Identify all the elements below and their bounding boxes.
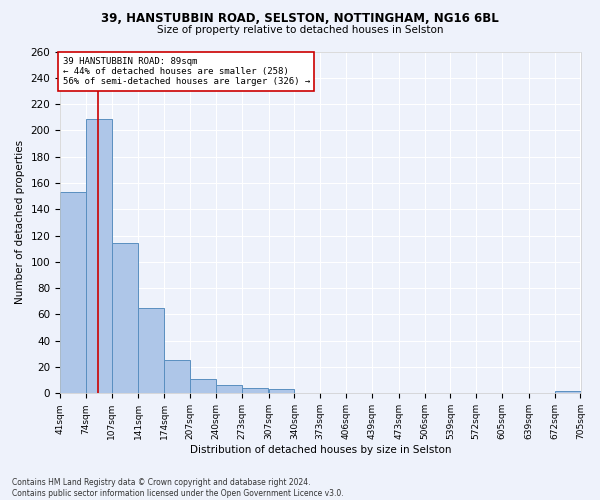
X-axis label: Distribution of detached houses by size in Selston: Distribution of detached houses by size … (190, 445, 451, 455)
Bar (86, 118, 112, 394)
Text: 39, HANSTUBBIN ROAD, SELSTON, NOTTINGHAM, NG16 6BL: 39, HANSTUBBIN ROAD, SELSTON, NOTTINGHAM… (101, 12, 499, 26)
Bar (554, 390, 581, 394)
Bar (242, 388, 268, 394)
Bar (269, 390, 295, 394)
Bar (60, 192, 86, 394)
Text: 39 HANSTUBBIN ROAD: 89sqm
← 44% of detached houses are smaller (258)
56% of semi: 39 HANSTUBBIN ROAD: 89sqm ← 44% of detac… (62, 56, 310, 86)
Y-axis label: Number of detached properties: Number of detached properties (15, 140, 25, 304)
Bar (139, 308, 164, 394)
Text: Size of property relative to detached houses in Selston: Size of property relative to detached ho… (157, 25, 443, 35)
Bar (164, 360, 190, 394)
Text: Contains HM Land Registry data © Crown copyright and database right 2024.
Contai: Contains HM Land Registry data © Crown c… (12, 478, 344, 498)
Bar (190, 379, 216, 394)
Bar (112, 244, 137, 394)
Bar (216, 386, 242, 394)
